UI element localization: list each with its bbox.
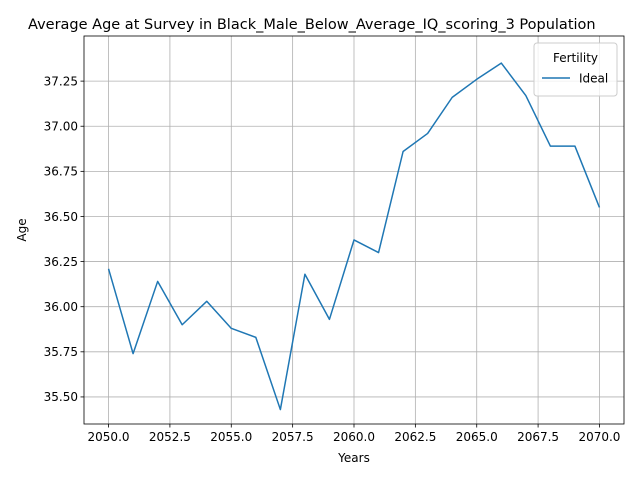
data-point [230,327,232,329]
x-tick-label: 2062.5 [394,430,436,444]
chart-title: Average Age at Survey in Black_Male_Belo… [28,17,596,33]
data-point [402,150,404,152]
y-tick-label: 36.75 [44,165,78,179]
x-tick-label: 2060.0 [333,430,375,444]
data-point [574,145,576,147]
x-tick-label: 2050.0 [88,430,130,444]
x-tick-label: 2052.5 [149,430,191,444]
y-tick-label: 37.25 [44,74,78,88]
y-tick-label: 36.00 [44,300,78,314]
y-axis-ticks: 35.50 35.75 36.00 36.25 36.50 36.75 37.00 37.25 [44,74,84,404]
data-point [476,78,478,80]
data-point [304,273,306,275]
series-layer [107,62,601,411]
data-point [353,239,355,241]
x-tick-label: 2067.5 [517,430,559,444]
data-point [108,268,110,270]
data-point [157,280,159,282]
data-point [328,318,330,320]
y-tick-label: 35.50 [44,390,78,404]
x-tick-label: 2070.0 [578,430,620,444]
x-tick-label: 2057.5 [272,430,314,444]
data-point [500,62,502,64]
legend-title: Fertility [553,51,598,65]
data-point [132,353,134,355]
data-point [427,132,429,134]
x-axis-ticks: 2050.0 2052.5 2055.0 2057.5 2060.0 2062.5 2065… [88,424,620,444]
data-point [525,95,527,97]
data-point [206,300,208,302]
data-point [451,96,453,98]
legend: Fertility Ideal [533,42,618,97]
grid [84,36,624,424]
data-point [279,409,281,411]
y-tick-label: 37.00 [44,120,78,134]
data-point [378,252,380,254]
x-axis-label: Years [337,451,370,465]
data-point [181,324,183,326]
legend-entry-label: Ideal [579,71,608,85]
legend-box [533,42,618,97]
data-point [549,145,551,147]
y-tick-label: 36.50 [44,210,78,224]
series-line [107,62,601,411]
y-axis-label: Age [15,218,29,241]
data-point [255,336,257,338]
x-tick-label: 2055.0 [210,430,252,444]
y-tick-label: 36.25 [44,255,78,269]
data-point [598,206,600,208]
y-tick-label: 35.75 [44,345,78,359]
x-tick-label: 2065.0 [456,430,498,444]
